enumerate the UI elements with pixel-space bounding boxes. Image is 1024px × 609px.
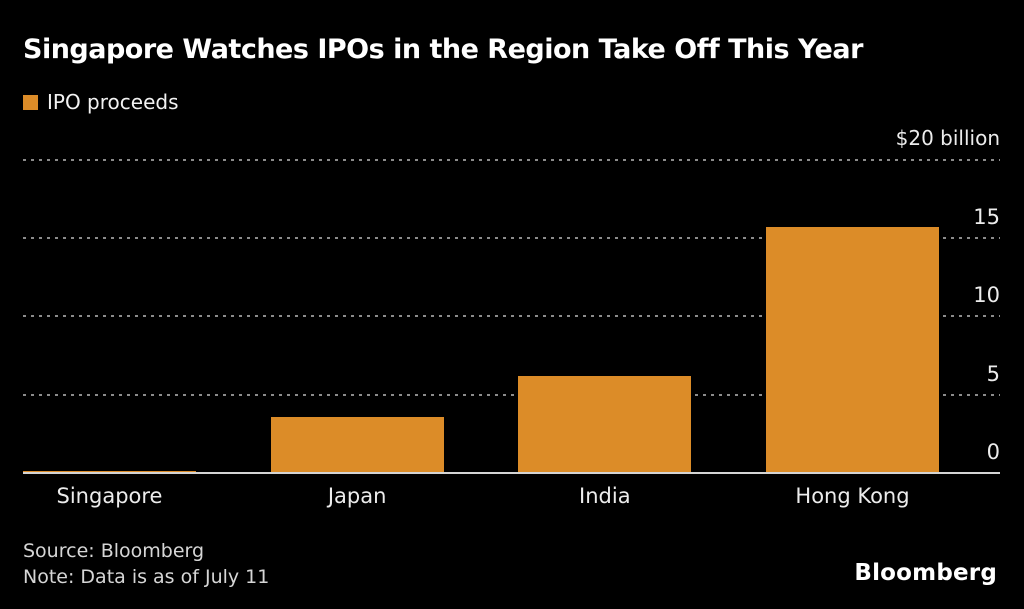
source-note: Source: Bloomberg [23, 540, 205, 562]
bloomberg-logo: Bloomberg [854, 560, 997, 586]
gridline-10 [23, 315, 1000, 318]
bar-hong-kong [766, 227, 939, 473]
category-label-japan: Japan [327, 484, 387, 508]
legend-swatch-icon [23, 94, 38, 110]
category-label-hong-kong: Hong Kong [795, 484, 910, 508]
y-tick-0: 0 [986, 440, 1000, 464]
gridline-20 [23, 158, 1000, 161]
legend-label: IPO proceeds [47, 90, 179, 114]
y-tick-15: 15 [973, 205, 1000, 230]
legend: IPO proceeds [23, 90, 179, 114]
y-tick-5: 5 [986, 361, 1000, 386]
x-axis-baseline [23, 472, 1000, 474]
category-label-india: India [579, 484, 631, 508]
chart-title: Singapore Watches IPOs in the Region Tak… [23, 34, 863, 65]
gridline-15 [23, 237, 1000, 240]
gridline-5 [23, 393, 1000, 396]
bar-japan [270, 416, 444, 473]
bar-india [518, 375, 692, 473]
axis-unit-label: $20 billion [895, 126, 1000, 150]
y-tick-10: 10 [973, 283, 1000, 308]
data-note: Note: Data is as of July 11 [23, 566, 270, 588]
category-label-singapore: Singapore [56, 484, 163, 508]
